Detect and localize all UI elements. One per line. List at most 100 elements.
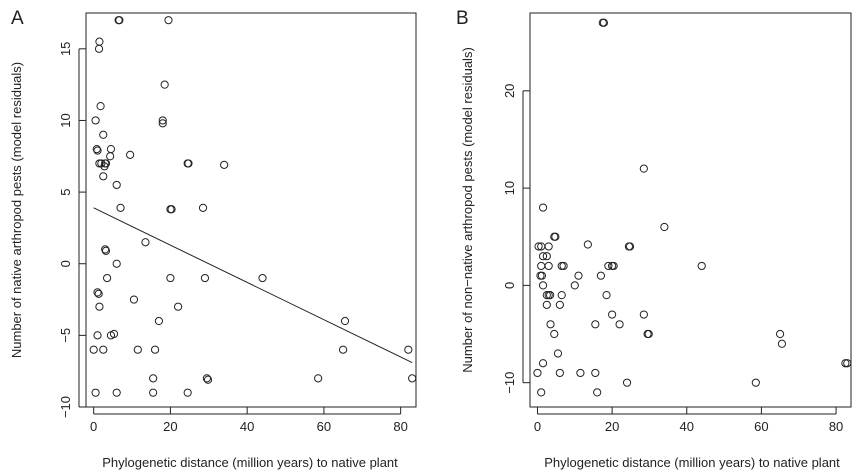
panel-b-points	[533, 18, 852, 397]
b-data-point	[534, 242, 543, 251]
b-data-point	[639, 310, 648, 319]
a-data-point	[164, 16, 173, 25]
panel-a: A 0 20 40 60 80 −10 −5 0 5 10 15 Phylogenetic dis…	[9, 8, 417, 470]
panel-b-y-axis-title: Number of non−native arthropod pests (mo…	[460, 47, 475, 373]
b-data-point	[599, 18, 609, 27]
a-data-point	[198, 203, 208, 212]
a-data-point	[220, 160, 229, 169]
b-data-point	[546, 291, 555, 300]
a-data-point	[101, 246, 111, 255]
b-data-point	[660, 222, 669, 232]
b-y-tick-label: 10	[502, 181, 517, 195]
a-data-point	[129, 295, 139, 304]
a-data-point	[96, 102, 105, 111]
b-data-point	[576, 368, 585, 378]
a-data-point	[99, 172, 108, 181]
b-data-point	[538, 281, 548, 290]
b-data-point	[542, 252, 551, 261]
a-data-point	[101, 245, 110, 254]
a-data-point	[149, 374, 158, 383]
a-data-point	[141, 238, 150, 247]
b-x-tick-label: 20	[605, 419, 619, 434]
panel-a-points	[89, 16, 417, 397]
b-data-point	[644, 329, 653, 339]
a-data-point	[158, 119, 167, 128]
panel-b-label: B	[456, 8, 469, 29]
b-data-point	[557, 291, 566, 300]
a-x-tick-label: 80	[393, 419, 407, 434]
panel-b-plot-frame	[529, 12, 852, 408]
a-data-point	[92, 145, 101, 154]
a-data-point	[338, 345, 348, 354]
b-data-point	[697, 261, 706, 271]
a-data-point	[166, 273, 175, 283]
panel-b-y-axis: −10 0 10 20	[502, 84, 530, 394]
a-data-point	[160, 80, 169, 89]
b-data-point	[550, 329, 559, 339]
a-data-point	[408, 374, 417, 383]
panel-b: B 0 20 40 60 80 −10 0 10 20 Phylogenetic distan…	[456, 8, 852, 470]
a-data-point	[94, 44, 104, 53]
b-data-point	[538, 359, 548, 368]
a-data-point	[109, 329, 119, 339]
a-data-point	[112, 388, 121, 397]
b-data-point	[843, 359, 852, 368]
a-data-point	[89, 345, 98, 354]
a-data-point	[115, 16, 124, 25]
a-data-point	[106, 152, 115, 161]
b-y-tick-label: 0	[502, 282, 517, 289]
b-x-tick-label: 80	[829, 419, 843, 434]
a-y-tick-label: −10	[58, 396, 73, 418]
a-data-point	[184, 159, 193, 168]
a-x-tick-label: 60	[317, 419, 331, 434]
b-data-point	[542, 300, 551, 309]
a-data-point	[203, 375, 213, 384]
a-x-tick-label: 40	[240, 419, 254, 434]
a-data-point	[103, 273, 112, 283]
a-x-tick-label: 0	[90, 419, 97, 434]
b-data-point	[538, 252, 548, 261]
a-data-point	[404, 345, 413, 354]
panel-b-x-axis-title: Phylogenetic distance (million years) to…	[544, 455, 840, 470]
b-data-point	[602, 291, 611, 300]
b-data-point	[775, 329, 785, 339]
a-data-point	[173, 302, 183, 311]
panel-a-y-axis-title: Number of native arthropod pests (model …	[9, 62, 24, 358]
a-data-point	[183, 388, 192, 397]
a-x-tick-label: 20	[163, 419, 177, 434]
b-data-point	[544, 261, 553, 271]
b-data-point	[622, 378, 632, 387]
a-y-tick-label: −5	[58, 328, 73, 343]
a-data-point	[126, 150, 135, 159]
b-data-point	[537, 261, 546, 271]
b-data-point	[777, 339, 787, 348]
a-data-point	[112, 259, 121, 268]
b-y-tick-label: −10	[502, 372, 517, 394]
panel-a-y-axis: −10 −5 0 5 10 15	[58, 42, 86, 418]
b-data-point	[570, 281, 579, 290]
b-data-point	[551, 232, 560, 241]
a-data-point	[158, 116, 167, 125]
a-y-tick-label: 0	[58, 260, 73, 267]
a-y-tick-label: 15	[58, 42, 73, 56]
a-data-point	[106, 145, 116, 154]
a-data-point	[100, 162, 109, 171]
b-data-point	[538, 203, 548, 212]
a-data-point	[133, 345, 142, 354]
b-data-point	[615, 320, 624, 329]
a-y-tick-label: 5	[58, 188, 73, 195]
a-y-tick-label: 10	[58, 113, 73, 127]
a-data-point	[112, 180, 121, 190]
b-data-point	[591, 320, 600, 329]
a-data-point	[116, 203, 125, 212]
a-data-point	[150, 345, 160, 354]
b-x-tick-label: 60	[754, 419, 768, 434]
b-data-point	[593, 388, 602, 397]
b-data-point	[555, 368, 564, 378]
a-data-point	[99, 345, 108, 354]
b-y-tick-label: 20	[502, 84, 517, 98]
panel-a-plot-frame	[85, 12, 417, 408]
b-data-point	[608, 310, 617, 319]
a-data-point	[91, 388, 100, 397]
